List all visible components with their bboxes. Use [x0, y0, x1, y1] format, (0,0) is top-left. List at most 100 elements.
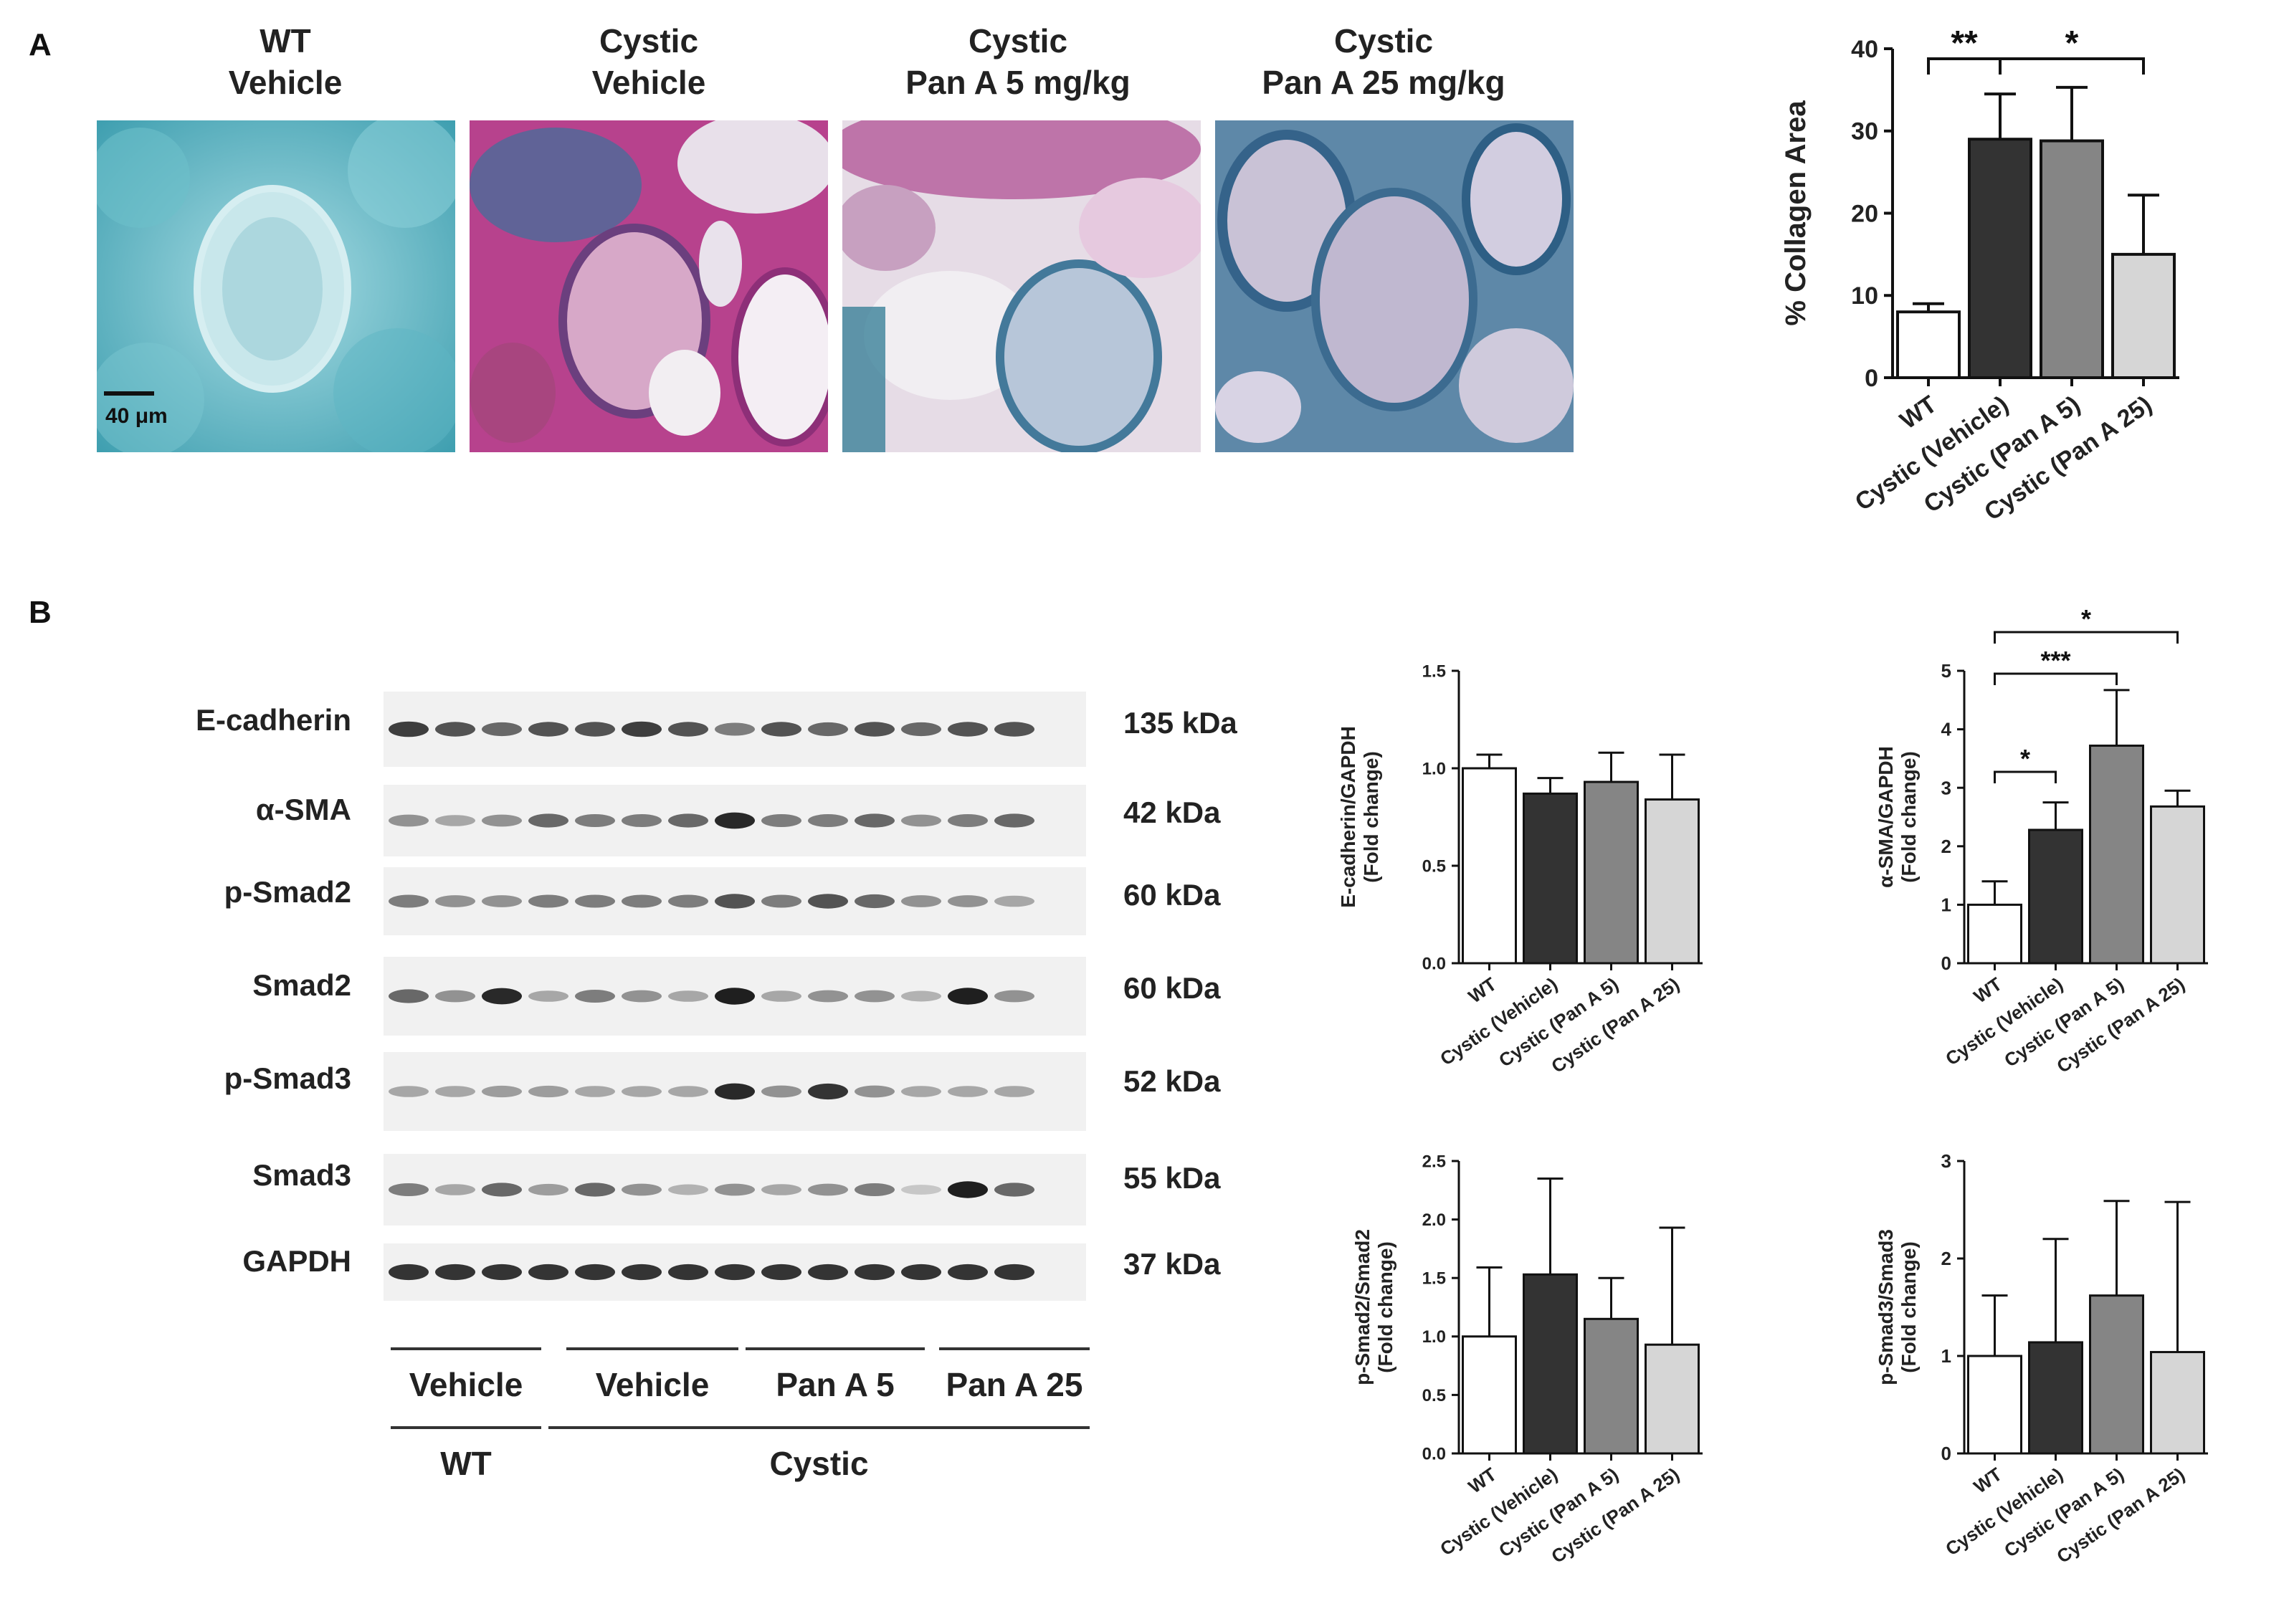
blot-band	[389, 989, 429, 1003]
blot-band	[435, 1086, 475, 1097]
y-axis-label: (Fold change)	[1898, 751, 1920, 883]
y-tick-label: 10	[1851, 282, 1878, 310]
blot-band	[761, 722, 801, 737]
y-axis-label: p-Smad3/Smad3	[1875, 1229, 1897, 1385]
histo-title-line1: Cystic	[1333, 22, 1434, 59]
histology-image-wt-vehicle: 40 μm	[97, 120, 455, 452]
blot-band	[668, 1086, 708, 1097]
blot-band	[575, 1264, 615, 1281]
blot-band	[994, 813, 1034, 828]
y-axis-label: % Collagen Area	[1780, 100, 1812, 326]
blot-band	[948, 722, 988, 737]
x-tick-label: WT	[1465, 1463, 1500, 1498]
scale-bar-label: 40 μm	[105, 404, 168, 428]
blot-band	[528, 1264, 568, 1281]
lane-label-vehicle-cystic: Vehicle	[595, 1366, 710, 1403]
blot-strip	[384, 1154, 1086, 1226]
blot-band	[855, 990, 895, 1003]
bar	[2150, 1351, 2205, 1455]
blot-band	[901, 990, 941, 1002]
group-line-pan-a-25	[939, 1347, 1090, 1350]
blot-band	[948, 1264, 988, 1281]
blot-band	[808, 1083, 848, 1100]
y-tick-label: 1	[1941, 1345, 1951, 1367]
significance-label: *	[2081, 604, 2091, 634]
y-tick-label: 0.0	[1422, 954, 1446, 973]
blot-band	[435, 815, 475, 826]
panel-label-b: B	[29, 595, 52, 630]
significance-bracket	[1994, 672, 2118, 685]
y-axis-label: (Fold change)	[1374, 1241, 1396, 1373]
bar	[1584, 1317, 1639, 1455]
blot-band	[994, 1086, 1034, 1097]
y-tick-label: 3	[1941, 777, 1951, 798]
blot-band	[715, 722, 755, 736]
histo-title-cystic-vehicle: Cystic Vehicle	[470, 20, 828, 103]
y-axis-label: p-Smad2/Smad2	[1351, 1229, 1374, 1385]
blot-band	[668, 990, 708, 1002]
y-tick-label: 0	[1941, 952, 1951, 974]
y-tick-label: 1.5	[1422, 661, 1446, 681]
blot-band	[808, 814, 848, 827]
histology-image-pan-a-5	[842, 120, 1201, 452]
blot-band	[622, 814, 662, 827]
bar	[1462, 767, 1517, 965]
blot-strip	[384, 1243, 1086, 1301]
blot-band	[715, 894, 755, 909]
blot-band	[482, 1183, 522, 1197]
blot-strip	[384, 957, 1086, 1036]
blot-band	[575, 990, 615, 1003]
blot-kda-label: 42 kDa	[1123, 796, 1221, 829]
blot-band	[528, 990, 568, 1002]
blot-band	[855, 1183, 895, 1196]
bar	[1523, 1273, 1578, 1455]
blot-band	[435, 722, 475, 737]
y-tick-label: 5	[1941, 660, 1951, 682]
blot-strip	[384, 867, 1086, 935]
blot-kda-label: 135 kDa	[1123, 706, 1237, 740]
y-tick-label: 40	[1851, 36, 1878, 63]
bar	[2040, 139, 2104, 380]
y-tick-label: 2.5	[1422, 1152, 1446, 1171]
y-axis-label: (Fold change)	[1360, 751, 1382, 883]
blot-band	[575, 814, 615, 827]
blot-band	[715, 988, 755, 1005]
blot-band	[994, 1183, 1034, 1197]
blot-band	[948, 1086, 988, 1097]
blot-band	[482, 814, 522, 827]
blot-band	[948, 1181, 988, 1198]
significance-label: **	[1951, 24, 1978, 62]
genotype-line-wt	[391, 1426, 541, 1429]
blot-band	[901, 1264, 941, 1281]
blot-band	[389, 1086, 429, 1097]
bar	[1645, 1343, 1700, 1455]
blot-band	[622, 990, 662, 1003]
y-tick-label: 1.0	[1422, 759, 1446, 778]
blot-band	[761, 990, 801, 1002]
histology-image-cystic-vehicle	[470, 120, 828, 452]
bar	[1584, 780, 1639, 965]
blot-band	[668, 1184, 708, 1195]
blot-band	[948, 895, 988, 907]
scale-bar	[104, 391, 154, 396]
genotype-label-wt: WT	[440, 1445, 492, 1482]
y-axis-label: E-cadherin/GAPDH	[1337, 726, 1359, 908]
bar	[1967, 903, 2022, 965]
histo-title-wt-vehicle: WT Vehicle	[106, 20, 465, 103]
blot-protein-label: α-SMA	[255, 793, 351, 826]
blot-band	[389, 814, 429, 827]
panel-label-a: A	[29, 27, 52, 62]
blot-band	[435, 1264, 475, 1281]
chart-ecadherin: 0.0 0.5 1.0 1.5 E-cadherin/GAPDH (Fold change…	[1337, 661, 1703, 1077]
blot-band	[622, 721, 662, 737]
blot-kda-label: 60 kDa	[1123, 971, 1221, 1005]
genotype-label-cystic: Cystic	[769, 1445, 869, 1482]
significance-label: *	[2020, 744, 2030, 773]
blot-band	[855, 894, 895, 909]
bar	[2089, 1294, 2144, 1455]
blot-band	[622, 1086, 662, 1097]
blot-band	[389, 721, 429, 737]
blot-band	[948, 988, 988, 1005]
y-tick-label: 0	[1865, 365, 1878, 392]
